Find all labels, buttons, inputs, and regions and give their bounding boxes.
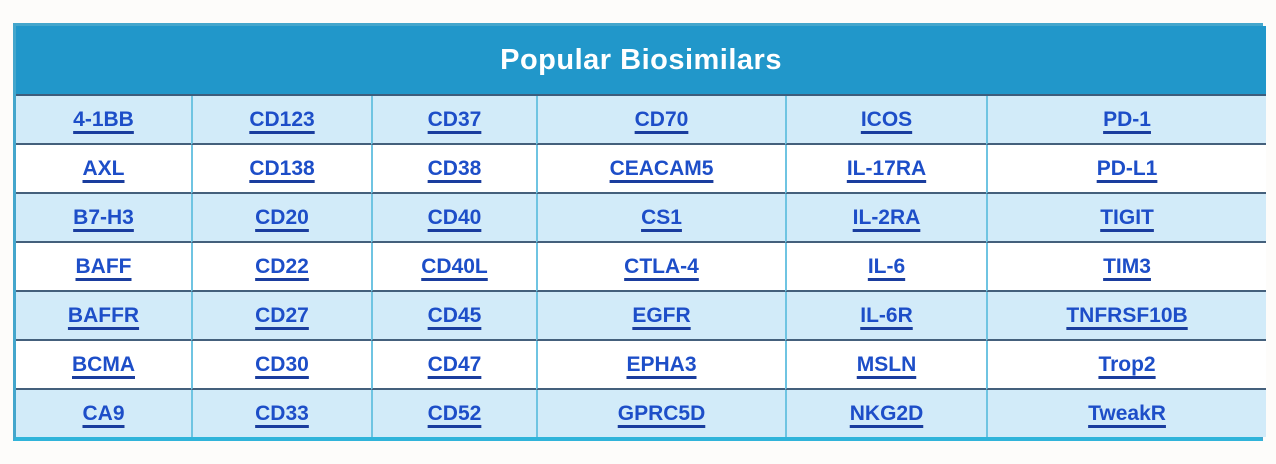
biosimilar-link[interactable]: CD27: [255, 303, 309, 327]
biosimilar-link[interactable]: TIGIT: [1100, 205, 1154, 229]
table-row: BCMA CD30 CD47 EPHA3 MSLN Trop2: [16, 341, 1267, 390]
table-cell: TIGIT: [986, 194, 1267, 243]
biosimilar-link[interactable]: BAFFR: [67, 303, 140, 327]
table-row: AXL CD138 CD38 CEACAM5 IL-17RA PD-L1: [16, 145, 1267, 194]
biosimilar-link[interactable]: NKG2D: [849, 401, 924, 425]
table-cell: B7-H3: [16, 194, 191, 243]
table-cell: CD38: [371, 145, 536, 194]
table-cell: CTLA-4: [536, 243, 785, 292]
table-cell: CD45: [371, 292, 536, 341]
table-cell: Trop2: [986, 341, 1267, 390]
table-row: B7-H3 CD20 CD40 CS1 IL-2RA TIGIT: [16, 194, 1267, 243]
table-cell: BAFFR: [16, 292, 191, 341]
biosimilar-link[interactable]: CS1: [641, 205, 682, 229]
biosimilar-link[interactable]: CD138: [249, 156, 315, 180]
table-cell: ICOS: [785, 96, 986, 145]
biosimilar-link[interactable]: CTLA-4: [624, 254, 699, 278]
biosimilar-link[interactable]: CD40: [427, 205, 482, 229]
table-cell: 4-1BB: [16, 96, 191, 145]
table-cell: CD22: [191, 243, 371, 292]
table-cell: TweakR: [986, 390, 1267, 437]
table-cell: PD-L1: [986, 145, 1267, 194]
biosimilar-link[interactable]: BAFF: [75, 254, 132, 278]
biosimilar-link[interactable]: IL-2RA: [852, 205, 921, 229]
biosimilar-link[interactable]: IL-6: [867, 254, 906, 278]
biosimilar-link[interactable]: CD52: [427, 401, 482, 425]
table-cell: IL-6R: [785, 292, 986, 341]
table-cell: CD20: [191, 194, 371, 243]
biosimilar-link[interactable]: TIM3: [1103, 254, 1151, 278]
table-cell: TNFRSF10B: [986, 292, 1267, 341]
biosimilar-link[interactable]: CD30: [255, 352, 309, 376]
table-cell: BCMA: [16, 341, 191, 390]
biosimilar-link[interactable]: EPHA3: [626, 352, 697, 376]
biosimilar-link[interactable]: ICOS: [860, 107, 913, 131]
table-cell: CD138: [191, 145, 371, 194]
table-cell: NKG2D: [785, 390, 986, 437]
table-cell: CD40: [371, 194, 536, 243]
table-cell: CD30: [191, 341, 371, 390]
table-cell: CD47: [371, 341, 536, 390]
biosimilar-link[interactable]: TweakR: [1088, 401, 1166, 425]
table-cell: GPRC5D: [536, 390, 785, 437]
table-cell: IL-17RA: [785, 145, 986, 194]
biosimilar-link[interactable]: PD-1: [1103, 107, 1151, 131]
biosimilar-link[interactable]: B7-H3: [73, 205, 134, 229]
table-row: BAFFR CD27 CD45 EGFR IL-6R TNFRSF10B: [16, 292, 1267, 341]
biosimilar-link[interactable]: CD22: [255, 254, 309, 278]
table-cell: CEACAM5: [536, 145, 785, 194]
biosimilar-link[interactable]: CD45: [427, 303, 482, 327]
table-cell: CA9: [16, 390, 191, 437]
biosimilar-link[interactable]: CD20: [255, 205, 309, 229]
biosimilar-link[interactable]: IL-6R: [860, 303, 913, 327]
table-cell: BAFF: [16, 243, 191, 292]
biosimilar-link[interactable]: GPRC5D: [617, 401, 706, 425]
biosimilar-link[interactable]: CD47: [427, 352, 482, 376]
biosimilar-link[interactable]: IL-17RA: [846, 156, 927, 180]
table-cell: CD27: [191, 292, 371, 341]
biosimilar-link[interactable]: CD40L: [421, 254, 488, 278]
biosimilar-link[interactable]: CD33: [255, 401, 309, 425]
biosimilar-link[interactable]: CD38: [427, 156, 482, 180]
table-cell: AXL: [16, 145, 191, 194]
biosimilar-link[interactable]: EGFR: [632, 303, 691, 327]
table-cell: EPHA3: [536, 341, 785, 390]
table-body: 4-1BB CD123 CD37 CD70 ICOS PD-1 AXL CD138 CD38 CE…: [16, 96, 1267, 437]
biosimilar-link[interactable]: CEACAM5: [609, 156, 714, 180]
biosimilars-table-container: Popular Biosimilars 4-1BB CD123 CD37 CD70 IC…: [13, 23, 1267, 441]
biosimilar-link[interactable]: CD70: [634, 107, 689, 131]
biosimilar-link[interactable]: Trop2: [1098, 352, 1156, 376]
table-title: Popular Biosimilars: [16, 26, 1267, 96]
biosimilar-link[interactable]: TNFRSF10B: [1066, 303, 1188, 327]
biosimilar-link[interactable]: BCMA: [72, 352, 135, 376]
table-cell: CS1: [536, 194, 785, 243]
biosimilar-link[interactable]: MSLN: [856, 352, 917, 376]
table-cell: IL-2RA: [785, 194, 986, 243]
table-cell: CD40L: [371, 243, 536, 292]
table-header-row: Popular Biosimilars: [16, 26, 1267, 96]
biosimilar-link[interactable]: CD123: [249, 107, 315, 131]
biosimilar-link[interactable]: AXL: [82, 156, 125, 180]
biosimilar-link[interactable]: 4-1BB: [73, 107, 134, 131]
biosimilar-link[interactable]: CD37: [427, 107, 482, 131]
table-row: 4-1BB CD123 CD37 CD70 ICOS PD-1: [16, 96, 1267, 145]
table-cell: CD70: [536, 96, 785, 145]
table-cell: CD33: [191, 390, 371, 437]
table-cell: PD-1: [986, 96, 1267, 145]
table-cell: CD52: [371, 390, 536, 437]
table-row: CA9 CD33 CD52 GPRC5D NKG2D TweakR: [16, 390, 1267, 437]
biosimilar-link[interactable]: CA9: [82, 401, 125, 425]
table-cell: IL-6: [785, 243, 986, 292]
biosimilars-table: Popular Biosimilars 4-1BB CD123 CD37 CD70 IC…: [16, 26, 1267, 437]
biosimilar-link[interactable]: PD-L1: [1096, 156, 1158, 180]
table-cell: EGFR: [536, 292, 785, 341]
table-cell: CD37: [371, 96, 536, 145]
table-cell: CD123: [191, 96, 371, 145]
table-cell: TIM3: [986, 243, 1267, 292]
table-row: BAFF CD22 CD40L CTLA-4 IL-6 TIM3: [16, 243, 1267, 292]
table-cell: MSLN: [785, 341, 986, 390]
